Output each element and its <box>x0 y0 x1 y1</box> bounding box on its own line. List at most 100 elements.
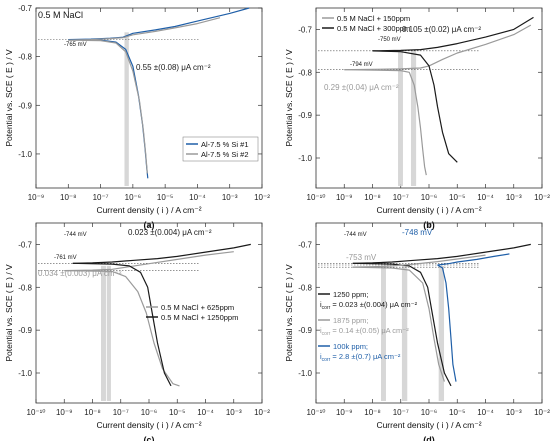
icorr-symbol: i <box>320 352 322 361</box>
annotation-4: 0.034 ±(0.003) μA cm⁻² <box>38 269 122 278</box>
annotation-1: -765 mV <box>64 42 87 48</box>
x-tick-label: 10⁻⁹ <box>336 408 353 417</box>
x-tick-label: 10⁻⁷ <box>113 408 129 417</box>
icorr-band <box>124 32 129 186</box>
plot-frame <box>315 222 543 404</box>
series-2-cathodic-curve <box>72 262 172 387</box>
y-tick-label: -0.9 <box>298 111 312 120</box>
icorr-band <box>410 50 417 186</box>
panel-label: (c) <box>144 435 155 441</box>
series-1-anodic-curve <box>344 24 532 71</box>
x-axis-label: Current density ( i ) / A cm⁻² <box>96 420 201 430</box>
x-axis-label: Current density ( i ) / A cm⁻² <box>376 420 481 430</box>
annotation-4: 0.29 ±(0.04) μA cm⁻² <box>324 83 399 92</box>
x-tick-label: 10⁻⁵ <box>157 193 173 202</box>
y-tick-label: -1.0 <box>298 154 312 163</box>
y-tick-label: -1.0 <box>18 369 32 378</box>
annotation-3: 0.023 ±(0.004) μA cm⁻² <box>128 228 212 237</box>
icorr-subscript: corr <box>322 357 331 363</box>
series-2-anodic-curve <box>352 254 486 268</box>
x-tick-label: 10⁻⁴ <box>477 408 494 417</box>
legend-label: Al-7.5 % Si #1 <box>201 140 249 149</box>
icorr-symbol: i <box>320 300 322 309</box>
annotation-1: -744 mV <box>64 232 87 238</box>
series-1-anodic-curve <box>68 7 250 41</box>
y-tick-label: -1.0 <box>298 369 312 378</box>
x-tick-label: 10⁻² <box>254 193 270 202</box>
series-2-anodic-curve <box>372 16 534 52</box>
series-1-cathodic-curve <box>352 262 452 387</box>
legend: Al-7.5 % Si #1Al-7.5 % Si #2 <box>182 136 259 162</box>
x-tick-label: 10⁻⁷ <box>93 193 109 202</box>
plot-frame <box>315 7 543 189</box>
annotation-1: -750 mV <box>378 37 401 43</box>
y-tick-label: -0.8 <box>18 283 32 292</box>
y-axis-label: Potential vs. SCE ( E ) / V <box>284 49 294 147</box>
y-axis-label: Potential vs. SCE ( E ) / V <box>4 49 14 147</box>
legend-label: 1250 ppm; <box>333 290 368 299</box>
icorr-value: = 2.8 ±(0.7) μA cm⁻² <box>330 352 401 361</box>
x-tick-label: 10⁻⁹ <box>56 408 73 417</box>
x-tick-label: 10⁻⁵ <box>169 408 185 417</box>
series-2-anodic-curve <box>72 243 251 264</box>
panel-label: (d) <box>423 435 435 441</box>
y-tick-label: -0.8 <box>298 283 312 292</box>
icorr-subscript: corr <box>322 305 331 311</box>
series-3-cathodic-curve <box>437 264 457 382</box>
x-tick-label: 10⁻⁸ <box>364 408 381 417</box>
x-tick-label: 10⁻² <box>254 408 270 417</box>
legend-label: 0.5 M NaCl + 300ppm <box>337 24 410 33</box>
x-tick-label: 10⁻² <box>534 408 550 417</box>
x-tick-label: 10⁻⁶ <box>421 193 437 202</box>
x-tick-label: 10⁻³ <box>506 408 522 417</box>
icorr-value: = 0.14 ±(0.05) μA cm⁻² <box>330 326 409 335</box>
x-tick-label: 10⁻⁶ <box>141 408 157 417</box>
legend-box <box>182 136 259 162</box>
series-2-cathodic-curve <box>372 50 458 163</box>
x-tick-label: 10⁻¹⁰ <box>27 408 46 417</box>
x-tick-label: 10⁻⁷ <box>393 193 409 202</box>
legend-current: icorr = 0.023 ±(0.004) μA cm⁻² <box>320 300 418 311</box>
icorr-band <box>101 265 106 401</box>
x-tick-label: 10⁻³ <box>222 193 238 202</box>
y-axis-label: Potential vs. SCE ( E ) / V <box>284 264 294 362</box>
y-axis-label: Potential vs. SCE ( E ) / V <box>4 264 14 362</box>
y-tick-label: -1.0 <box>18 150 32 159</box>
x-tick-label: 10⁻⁸ <box>84 408 101 417</box>
icorr-value: = 0.023 ±(0.004) μA cm⁻² <box>330 300 417 309</box>
chart-panel-2: 10⁻¹⁰ 10⁻⁹ 10⁻⁸ 10⁻⁷ 10⁻⁶ 10⁻⁵ 10⁻⁴ 10⁻³ 10⁻² -0.… <box>284 7 550 230</box>
x-tick-label: 10⁻⁴ <box>197 408 214 417</box>
y-tick-label: -0.9 <box>18 101 32 110</box>
series-2-anodic-curve <box>68 17 221 41</box>
icorr-band <box>401 265 408 401</box>
annotation-1: -744 mV <box>344 232 367 238</box>
x-tick-label: 10⁻⁵ <box>449 408 465 417</box>
x-tick-label: 10⁻⁷ <box>393 408 409 417</box>
x-tick-label: 10⁻¹⁰ <box>307 408 326 417</box>
series-2-cathodic-curve <box>352 266 445 382</box>
x-tick-label: 10⁻⁹ <box>336 193 353 202</box>
y-tick-label: -0.8 <box>298 68 312 77</box>
legend-label: 0.5 M NaCl + 1250ppm <box>161 313 238 322</box>
y-tick-label: -0.7 <box>18 240 32 249</box>
x-tick-label: 10⁻³ <box>506 193 522 202</box>
annotation-2: -794 mV <box>350 62 373 68</box>
x-tick-label: 10⁻⁵ <box>449 193 465 202</box>
chart-panel-4: 10⁻¹⁰ 10⁻⁹ 10⁻⁸ 10⁻⁷ 10⁻⁶ 10⁻⁵ 10⁻⁴ 10⁻³ 10⁻² -0.… <box>284 222 550 441</box>
x-tick-label: 10⁻⁸ <box>60 193 77 202</box>
y-tick-label: -0.9 <box>298 326 312 335</box>
x-tick-label: 10⁻⁶ <box>421 408 437 417</box>
legend-label: 100k ppm; <box>333 342 368 351</box>
icorr-band <box>398 50 403 186</box>
x-axis-label: Current density ( i ) / A cm⁻² <box>376 205 481 215</box>
legend-label: Al-7.5 % Si #2 <box>201 150 249 159</box>
y-tick-label: -0.9 <box>18 326 32 335</box>
x-tick-label: 10⁻⁸ <box>364 193 381 202</box>
icorr-band <box>106 265 111 401</box>
x-tick-label: 10⁻⁴ <box>477 193 494 202</box>
series-3-anodic-curve <box>437 253 510 266</box>
x-tick-label: 10⁻¹⁰ <box>307 193 326 202</box>
y-tick-label: -0.7 <box>18 4 32 13</box>
